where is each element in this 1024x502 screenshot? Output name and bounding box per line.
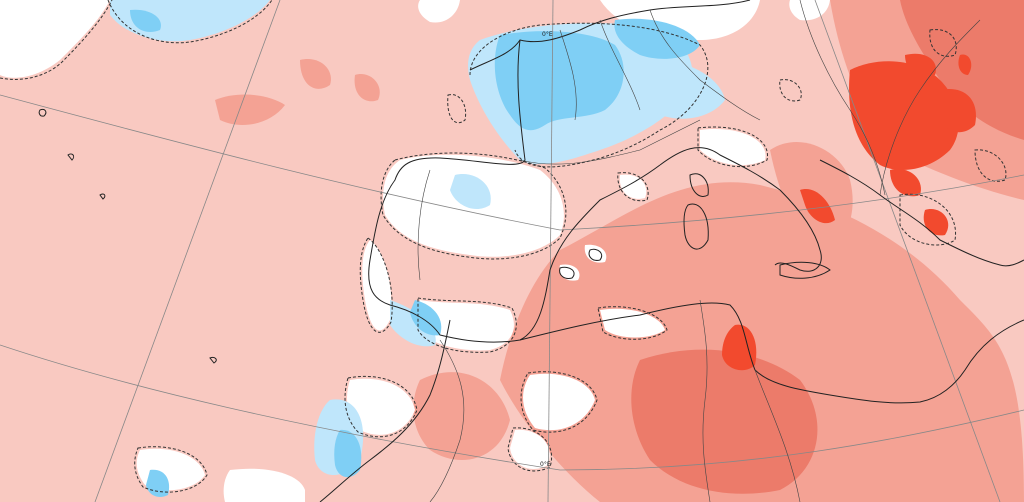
top-meridian-label: 0°E <box>542 31 553 38</box>
warm-very-strong-zones <box>722 53 976 371</box>
country-borders <box>417 0 981 502</box>
zero-anomaly-contours <box>0 0 1007 493</box>
bottom-meridian-label: 0°E <box>540 461 551 468</box>
coastlines <box>38 0 1024 502</box>
